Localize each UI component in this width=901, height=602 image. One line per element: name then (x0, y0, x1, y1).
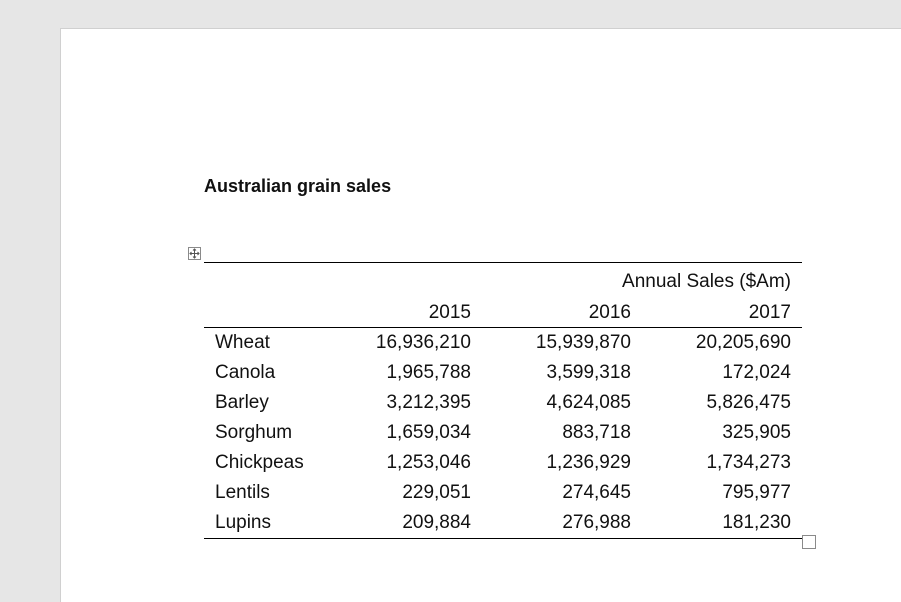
table-row: Barley 3,212,395 4,624,085 5,826,475 (204, 388, 802, 418)
grain-sales-table: Annual Sales ($Am) 2015 2016 2017 Wheat … (204, 262, 802, 539)
table-cell: 3,599,318 (546, 362, 631, 383)
table-cell: 5,826,475 (706, 392, 791, 413)
document-page: Australian grain sales Annual Sales ($Am… (60, 28, 901, 602)
table-cell: 883,718 (562, 422, 631, 443)
row-label: Lentils (215, 482, 270, 503)
table-cell: 795,977 (722, 482, 791, 503)
table-cell: 4,624,085 (546, 392, 631, 413)
table-cell: 229,051 (402, 482, 471, 503)
column-header-2016: 2016 (482, 299, 642, 328)
column-header-2017: 2017 (642, 299, 802, 328)
table-cell: 20,205,690 (695, 332, 791, 353)
row-label: Chickpeas (215, 452, 304, 473)
row-label: Barley (215, 392, 269, 413)
table-row: Wheat 16,936,210 15,939,870 20,205,690 (204, 328, 802, 359)
table-super-header-row: Annual Sales ($Am) (204, 262, 802, 299)
row-label: Canola (215, 362, 276, 383)
row-label: Wheat (215, 332, 270, 353)
table-cell: 1,253,046 (386, 452, 471, 473)
table-cell: 1,734,273 (706, 452, 791, 473)
column-header (204, 299, 342, 328)
column-header-2015: 2015 (342, 299, 482, 328)
table-row: Lentils 229,051 274,645 795,977 (204, 478, 802, 508)
row-label: Lupins (204, 508, 342, 539)
table-cell: 3,212,395 (386, 392, 471, 413)
table-cell: 1,659,034 (386, 422, 471, 443)
table-row: Canola 1,965,788 3,599,318 172,024 (204, 358, 802, 388)
table-cell: 209,884 (342, 508, 482, 539)
table-cell: 172,024 (722, 362, 791, 383)
table-row: Lupins 209,884 276,988 181,230 (204, 508, 802, 539)
table-cell: 1,965,788 (386, 362, 471, 383)
table-cell: 181,230 (642, 508, 802, 539)
table-resize-icon[interactable] (802, 535, 816, 549)
table-cell: 1,236,929 (546, 452, 631, 473)
table-header-row: 2015 2016 2017 (204, 299, 802, 328)
row-label: Sorghum (215, 422, 293, 443)
document-title: Australian grain sales (204, 176, 392, 196)
table-cell: 276,988 (482, 508, 642, 539)
header-empty-cell (204, 262, 342, 299)
table-cell: 325,905 (722, 422, 791, 443)
annual-sales-header: Annual Sales ($Am) (342, 262, 802, 299)
table-cell: 16,936,210 (375, 332, 471, 353)
table-cell: 15,939,870 (535, 332, 631, 353)
table-move-icon[interactable] (188, 247, 201, 260)
table-row: Sorghum 1,659,034 883,718 325,905 (204, 418, 802, 448)
table-cell: 274,645 (562, 482, 631, 503)
table-row: Chickpeas 1,253,046 1,236,929 1,734,273 (204, 448, 802, 478)
